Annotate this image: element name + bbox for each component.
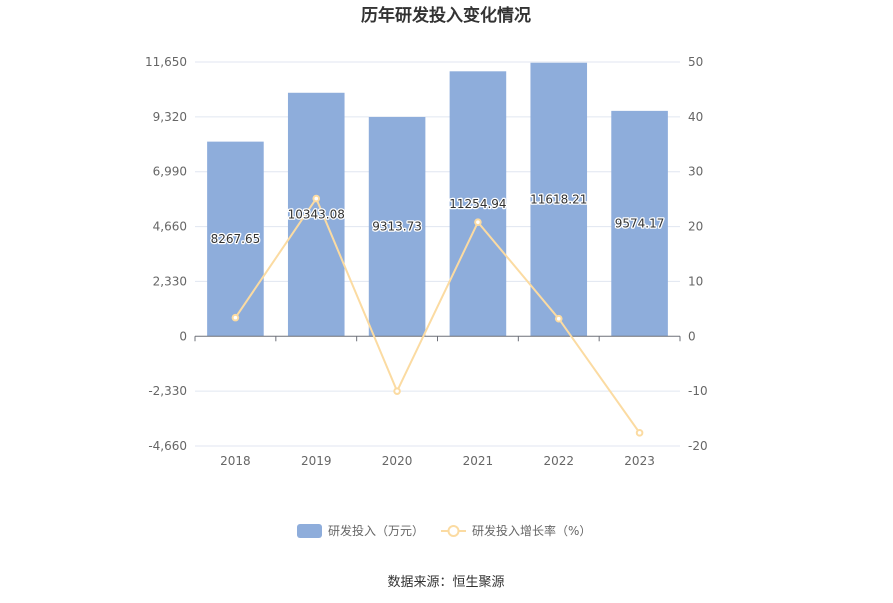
grid-lines [195,61,680,447]
x-tick-label: 2019 [301,454,332,468]
bar-value-label: 9574.17 [615,217,665,231]
x-tick-label: 2022 [543,454,574,468]
growth-point [554,314,563,323]
chart-title: 历年研发投入变化情况 [361,5,531,26]
left-tick-label: -4,660 [148,439,187,453]
bar-value-label: 11254.94 [449,197,506,211]
bar-value-label: 9313.73 [372,220,422,234]
left-tick-label: 4,660 [153,220,187,234]
x-tick-label: 2021 [463,454,494,468]
bar [530,62,588,337]
legend-item-bar[interactable]: 研发投入（万元） [297,523,424,538]
growth-point [474,218,482,226]
right-tick-label: 50 [688,55,703,69]
bar [611,110,668,337]
left-tick-label: 0 [179,329,187,343]
left-tick-label: 6,990 [153,165,187,179]
bar [207,141,264,337]
right-tick-label: -20 [688,439,708,453]
left-tick-label: 11,650 [145,55,187,69]
bar [368,117,426,337]
bar-data-labels: 8267.65 10343.08 9313.73 11254.94 11618.21 95… [209,191,665,247]
bar [287,92,345,337]
left-tick-label: 2,330 [153,274,187,288]
source-note: 数据来源：恒生聚源 [387,575,504,590]
bar [449,71,507,337]
x-axis-ticks: 2018 2019 2020 2021 2022 2023 [194,336,681,468]
right-tick-label: 10 [688,274,703,288]
growth-point [312,194,321,203]
right-tick-label: -10 [688,384,708,398]
left-tick-label: -2,330 [148,384,187,398]
bar-value-label: 11618.21 [530,193,587,207]
x-tick-label: 2018 [220,454,251,468]
legend-line-label: 研发投入增长率（%） [472,523,591,538]
legend-item-line[interactable]: 研发投入增长率（%） [441,523,591,538]
right-tick-label: 20 [688,220,703,234]
bar-value-label: 8267.65 [211,232,261,246]
right-axis-ticks: 50 40 30 20 10 0 -10 -20 [688,55,708,453]
bar-value-label: 10343.08 [288,208,345,222]
x-tick-label: 2020 [382,454,413,468]
growth-point [231,313,240,322]
right-tick-label: 30 [688,165,703,179]
growth-point [393,387,401,395]
growth-point [635,429,644,437]
line-series [231,194,644,437]
left-tick-label: 9,320 [153,110,187,124]
legend-bar-swatch [297,524,322,538]
legend-bar-label: 研发投入（万元） [328,523,424,538]
legend: 研发投入（万元） 研发投入增长率（%） [297,523,591,538]
growth-line [234,196,641,434]
right-tick-label: 0 [688,329,696,343]
left-axis-ticks: 11,650 9,320 6,990 4,660 2,330 0 -2,330 -4,660 [145,55,187,453]
right-tick-label: 40 [688,110,703,124]
legend-line-marker [447,525,460,537]
bar-series [207,62,668,337]
x-tick-label: 2023 [624,454,655,468]
